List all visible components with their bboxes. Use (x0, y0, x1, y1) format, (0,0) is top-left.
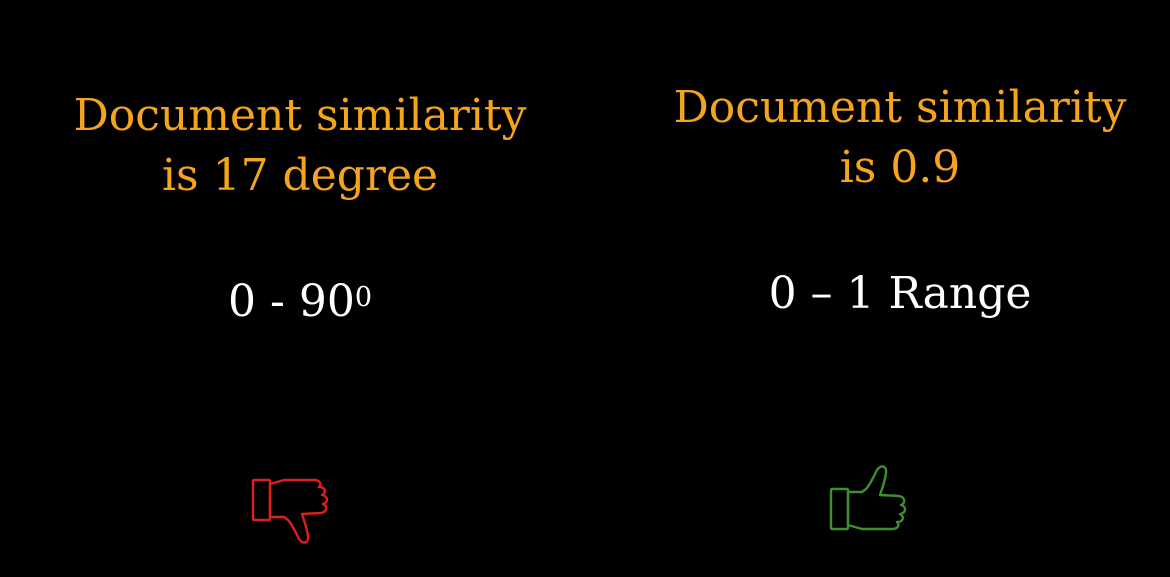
left-heading-line-1: Document similarity (73, 90, 527, 141)
right-range-text: 0 – 1 Range (768, 268, 1032, 319)
left-range: 0 - 900 (40, 274, 560, 330)
thumbs-down-icon (251, 478, 329, 544)
left-range-superscript: 0 (354, 282, 372, 313)
right-heading-line-2: is 0.9 (839, 142, 961, 193)
thumbs-up-icon (829, 465, 907, 531)
left-heading: Document similarity is 17 degree (40, 86, 560, 206)
right-range: 0 – 1 Range (640, 266, 1160, 322)
left-range-text: 0 - 90 (227, 276, 355, 327)
right-heading: Document similarity is 0.9 (640, 78, 1160, 198)
right-heading-line-1: Document similarity (673, 82, 1127, 133)
left-heading-line-2: is 17 degree (161, 150, 439, 201)
